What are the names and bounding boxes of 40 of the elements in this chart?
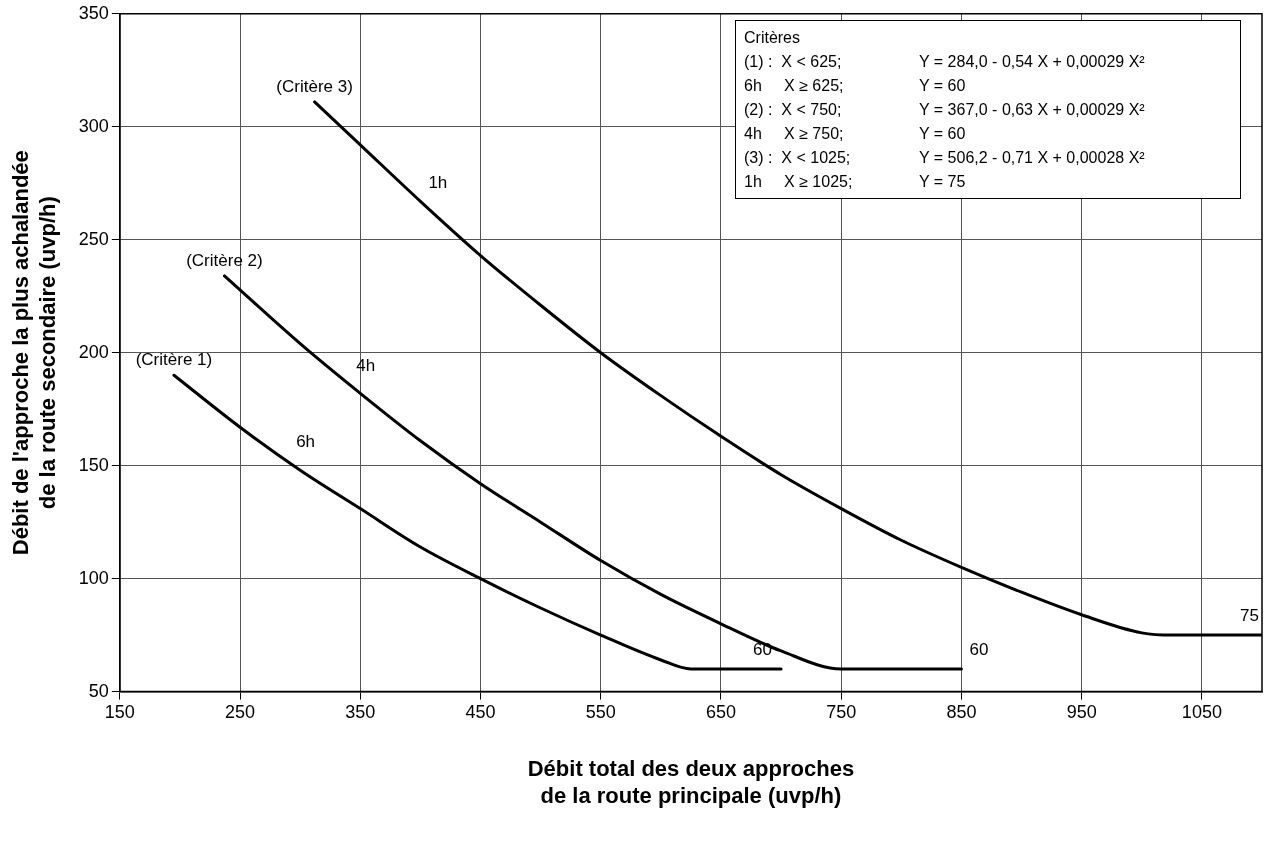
x-tick-label: 750 [826, 702, 857, 723]
annotation: 6h [296, 432, 316, 452]
annotation: 1h [428, 172, 448, 192]
y-tick-label: 200 [78, 341, 109, 362]
x-tick-label: 150 [104, 702, 135, 723]
y-tick-label: 350 [78, 2, 109, 23]
annotation: (3) : X < 1025; [744, 148, 852, 168]
annotation: 60 [969, 640, 989, 660]
annotation: Critères [744, 28, 801, 48]
x-tick-label: 850 [946, 702, 977, 723]
line-series [222, 274, 963, 671]
line-series [172, 373, 783, 671]
x-tick-label: 450 [465, 702, 496, 723]
annotation: (2) : X < 750; [744, 100, 843, 120]
x-tick-label: 650 [705, 702, 736, 723]
x-tick-label: 350 [345, 702, 376, 723]
annotation: Y = 60 [919, 124, 967, 144]
x-tick-label: 1050 [1181, 702, 1222, 723]
y-tick-label: 100 [78, 567, 109, 588]
y-tick-label: 300 [78, 115, 109, 136]
annotation: 6h X ≥ 625; [744, 76, 845, 96]
annotation: 4h X ≥ 750; [744, 124, 845, 144]
annotation: (1) : X < 625; [744, 52, 843, 72]
y-tick-label: 250 [78, 228, 109, 249]
x-tick-label: 550 [585, 702, 616, 723]
x-tick-label: 950 [1066, 702, 1097, 723]
annotation: Y = 60 [919, 76, 967, 96]
x-tick-label: 250 [225, 702, 256, 723]
annotation: Y = 284,0 - 0,54 X + 0,00029 X² [919, 52, 1146, 72]
x-axis-title: Débit total des deux approches de la route principale (uvp/h) [527, 756, 855, 808]
y-tick-label: 50 [88, 680, 109, 701]
annotation: (Critère 1) [135, 350, 213, 370]
annotation: Y = 75 [919, 172, 967, 192]
annotation: (Critère 3) [276, 77, 353, 97]
y-axis-title: Débit de l'approche la plus achalandée de la route secondaire (uvp/h) [8, 150, 60, 556]
annotation: 75 [1239, 606, 1259, 626]
annotation: Y = 367,0 - 0,63 X + 0,00029 X² [919, 100, 1146, 120]
annotation: Y = 506,2 - 0,71 X + 0,00028 X² [919, 148, 1146, 168]
y-tick-label: 150 [78, 454, 109, 475]
annotation: 1h X ≥ 1025; [744, 172, 854, 192]
